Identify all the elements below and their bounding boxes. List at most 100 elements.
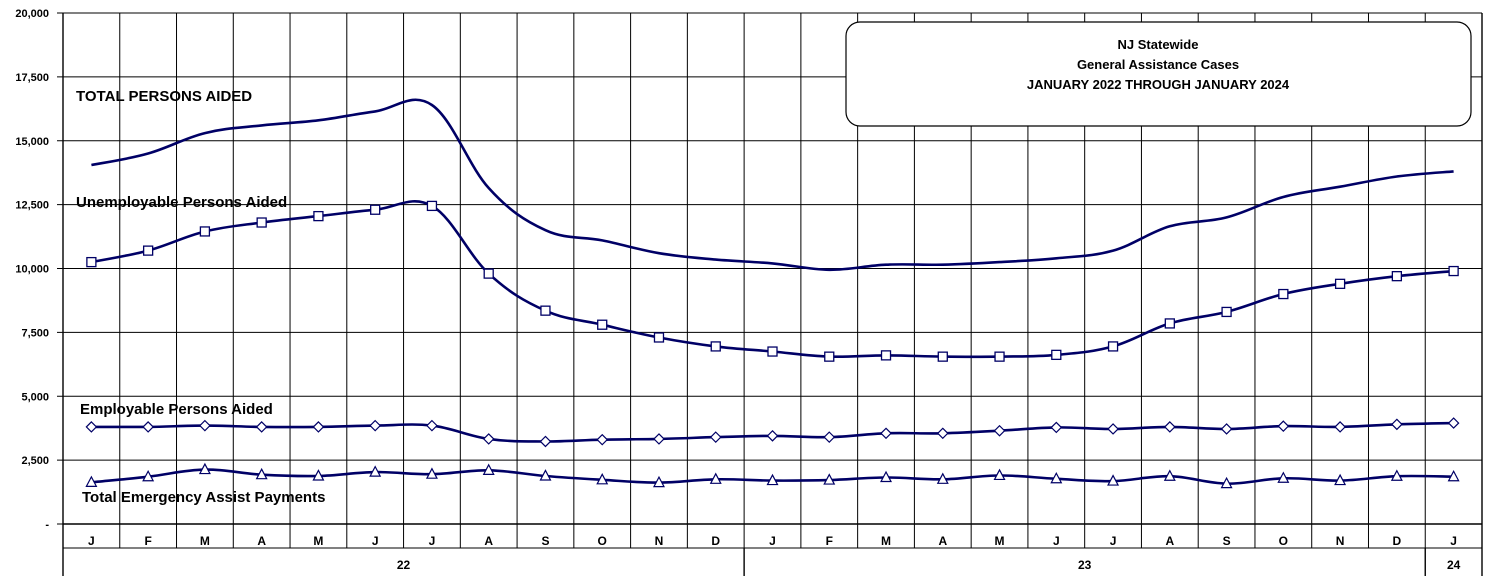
data-point-diamond	[653, 433, 665, 445]
x-tick-label: M	[200, 534, 210, 548]
data-point-square	[937, 351, 948, 362]
series-markers	[85, 200, 1460, 489]
x-tick-label: O	[1279, 534, 1288, 548]
data-point-diamond	[1220, 423, 1233, 435]
y-tick-label: 17,500	[15, 72, 49, 84]
data-point-diamond	[596, 433, 609, 446]
chart-title-box: NJ Statewide General Assistance Cases JA…	[845, 21, 1472, 127]
series-label: Unemployable Persons Aided	[76, 194, 287, 211]
data-point-triangle	[823, 473, 836, 485]
data-point-diamond	[142, 421, 154, 433]
chart-title-line-3: JANUARY 2022 THROUGH JANUARY 2024	[1027, 77, 1290, 92]
grid-lines	[62, 12, 1483, 525]
data-point-square	[767, 346, 778, 357]
x-tick-label: J	[1053, 534, 1060, 548]
x-tick-label: J	[429, 534, 436, 548]
x-tick-label: J	[372, 534, 379, 548]
x-tick-label: F	[144, 534, 151, 548]
x-tick-label: S	[541, 534, 549, 548]
data-point-square	[256, 217, 267, 228]
data-point-triangle	[255, 467, 268, 480]
y-tick-label: 2,500	[21, 455, 49, 467]
data-point-square	[86, 256, 97, 268]
x-tick-label: M	[881, 534, 891, 548]
y-tick-label: 15,000	[15, 136, 49, 148]
x-tick-label: O	[598, 534, 607, 548]
y-tick-label: 12,500	[15, 200, 49, 212]
data-point-diamond	[1334, 421, 1346, 433]
data-point-triangle	[85, 475, 98, 487]
series-line	[91, 98, 1454, 272]
data-point-triangle	[766, 473, 779, 486]
data-point-diamond	[709, 431, 722, 443]
data-point-diamond	[1163, 421, 1176, 433]
data-point-square	[1391, 271, 1403, 282]
x-tick-label: A	[484, 534, 493, 548]
data-point-triangle	[198, 462, 211, 475]
x-tick-label: S	[1223, 534, 1231, 548]
data-point-square	[994, 351, 1005, 362]
data-point-diamond	[482, 433, 495, 445]
data-point-diamond	[369, 419, 382, 432]
data-point-diamond	[199, 419, 211, 432]
x-axis: J F M A M J J A S O N D J F M A M J J A S O N D J 22 23 24	[62, 524, 1483, 576]
data-point-triangle	[425, 467, 438, 479]
data-point-triangle	[142, 469, 155, 482]
data-point-square	[653, 332, 665, 343]
chart-title-line-1: NJ Statewide	[1118, 37, 1199, 52]
data-point-square	[1278, 288, 1289, 300]
y-tick-label: 5,000	[21, 391, 49, 403]
data-point-square	[313, 210, 324, 222]
data-point-square	[710, 341, 721, 352]
data-point-diamond	[1277, 420, 1290, 432]
data-point-triangle	[709, 472, 722, 484]
data-point-diamond	[936, 427, 949, 440]
x-tick-label: D	[1393, 534, 1402, 548]
y-axis-ticks: - 2,500 5,000 7,500 10,000 12,500 15,000 17,500…	[15, 8, 63, 531]
data-point-triangle	[1107, 474, 1120, 486]
data-point-square	[1448, 265, 1459, 277]
series-labels: TOTAL PERSONS AIDED Unemployable Persons …	[76, 88, 325, 506]
data-point-triangle	[369, 465, 382, 477]
series-label: TOTAL PERSONS AIDED	[76, 88, 252, 105]
data-point-triangle	[482, 463, 495, 475]
data-point-triangle	[1163, 469, 1176, 481]
data-point-triangle	[880, 470, 893, 483]
data-point-diamond	[993, 424, 1006, 437]
data-point-square	[1164, 318, 1175, 329]
y-tick-label: 7,500	[21, 327, 49, 339]
data-point-square	[824, 351, 835, 362]
data-point-diamond	[766, 430, 779, 442]
x-tick-label: N	[655, 534, 664, 548]
x-year-label: 22	[397, 558, 411, 572]
data-point-triangle	[936, 472, 949, 484]
data-point-square	[426, 200, 438, 212]
data-point-square	[1221, 306, 1232, 318]
data-point-square	[370, 204, 381, 215]
data-point-triangle	[1447, 469, 1460, 482]
data-point-diamond	[255, 421, 268, 433]
data-point-diamond	[312, 421, 325, 433]
y-tick-label: 10,000	[15, 264, 49, 276]
x-tick-label: J	[1450, 534, 1457, 548]
x-tick-label: F	[826, 534, 833, 548]
series-label: Total Emergency Assist Payments	[82, 489, 325, 506]
data-point-triangle	[1390, 469, 1403, 481]
x-tick-label: D	[711, 534, 720, 548]
data-point-diamond	[539, 435, 552, 448]
data-point-triangle	[1334, 473, 1347, 486]
data-point-triangle	[1277, 471, 1290, 483]
data-point-diamond	[823, 431, 836, 443]
x-tick-label: M	[995, 534, 1005, 548]
data-point-square	[199, 226, 211, 237]
data-point-square	[483, 268, 494, 279]
data-point-triangle	[1050, 471, 1063, 484]
x-tick-label: A	[1165, 534, 1174, 548]
x-tick-label: J	[769, 534, 776, 548]
series-line	[91, 200, 1454, 359]
data-point-diamond	[1391, 418, 1403, 431]
x-tick-label: M	[313, 534, 323, 548]
data-point-diamond	[1447, 417, 1460, 429]
data-point-square	[1051, 349, 1062, 361]
